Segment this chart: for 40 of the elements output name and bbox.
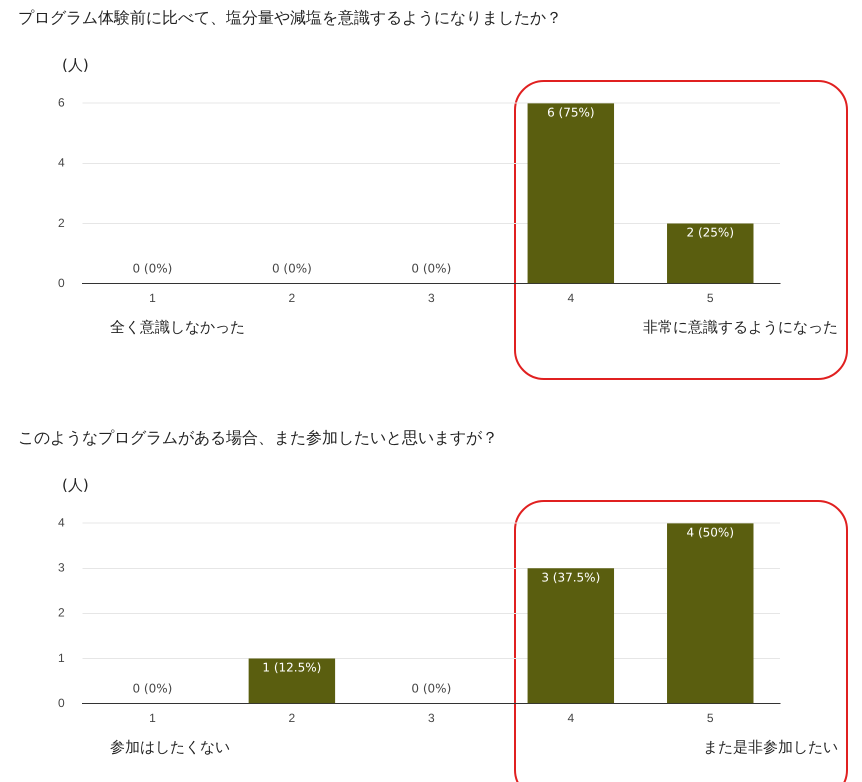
y-tick-label: 0 <box>58 276 65 290</box>
y-tick-label: 2 <box>58 216 65 230</box>
x-tick-label: 1 <box>149 291 156 306</box>
data-label: 0 (0%) <box>272 262 312 276</box>
x-tick-label: 4 <box>567 711 574 726</box>
bar <box>528 568 614 704</box>
data-label: 0 (0%) <box>132 682 172 696</box>
y-axis-title: (人) <box>62 56 89 75</box>
x-tick-label: 1 <box>149 711 156 726</box>
data-label: 6 (75%) <box>547 105 595 120</box>
data-label: 4 (50%) <box>686 525 734 540</box>
y-tick-label: 2 <box>58 606 65 620</box>
data-label: 1 (12.5%) <box>262 660 322 675</box>
y-tick-label: 4 <box>58 516 65 530</box>
data-label: 3 (37.5%) <box>541 570 600 584</box>
y-tick-label: 1 <box>58 650 65 665</box>
y-axis-title: (人) <box>62 476 89 495</box>
y-tick-label: 6 <box>58 96 65 110</box>
x-tick-label: 2 <box>288 711 296 726</box>
text: 全く意識しなかった <box>110 318 245 337</box>
x-tick-label: 5 <box>706 291 714 306</box>
y-tick-label: 0 <box>58 696 65 710</box>
bar <box>667 523 754 704</box>
data-label: 0 (0%) <box>411 262 452 276</box>
text: また是非参加したい <box>703 738 838 757</box>
x-tick-label: 3 <box>428 291 435 306</box>
x-tick-label: 2 <box>288 291 296 306</box>
data-label: 2 (25%) <box>686 226 734 240</box>
text: 非常に意識するようになった <box>643 318 838 337</box>
bar <box>248 658 336 704</box>
x-tick-label: 4 <box>567 291 574 306</box>
data-label: 0 (0%) <box>411 682 452 696</box>
y-tick-label: 4 <box>58 156 65 170</box>
text: 参加はしたくない <box>110 738 230 757</box>
data-label: 0 (0%) <box>132 262 172 276</box>
x-tick-label: 5 <box>706 711 714 726</box>
chart-title: このようなプログラムがある場合、また参加したいと思いますが？ <box>18 428 498 449</box>
chart-title: プログラム体験前に比べて、塩分量や減塩を意識するようになりましたか？ <box>18 8 562 29</box>
x-tick-label: 3 <box>428 711 435 726</box>
y-tick-label: 3 <box>58 560 65 575</box>
